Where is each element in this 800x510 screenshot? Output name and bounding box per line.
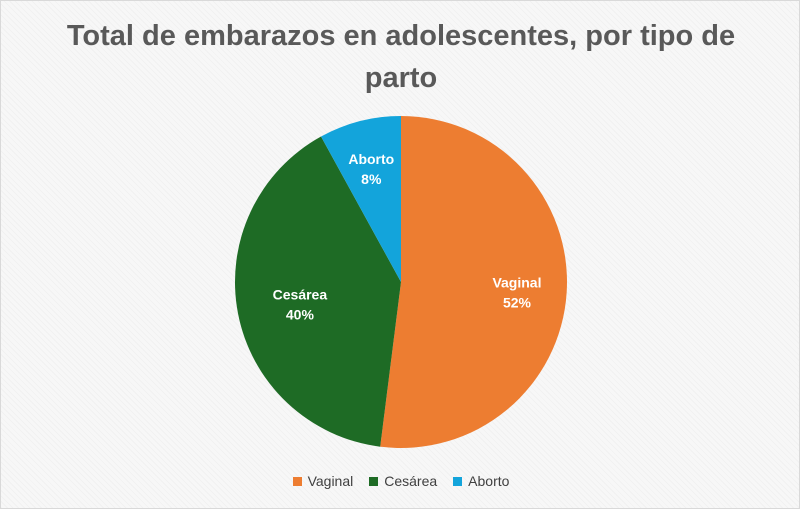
slice-label-value-aborto: 8%	[361, 171, 382, 187]
pie-slice-vaginal	[380, 116, 567, 448]
chart-title: Total de embarazos en adolescentes, por …	[66, 20, 736, 94]
legend-label-vaginal: Vaginal	[307, 473, 354, 489]
legend-swatch-vaginal	[292, 476, 302, 486]
slice-label-value-vaginal: 52%	[503, 294, 532, 310]
pie-slice-cesarea	[234, 136, 401, 447]
slice-label-name-cesarea: Cesárea	[273, 286, 328, 302]
legend-swatch-aborto	[453, 476, 463, 486]
legend-label-aborto: Aborto	[468, 473, 510, 489]
legend-item-aborto: Aborto	[453, 473, 509, 489]
legend: Vaginal Cesárea Aborto	[1, 473, 800, 489]
legend-item-cesarea: Cesárea	[369, 473, 437, 489]
slice-label-value-cesarea: 40%	[286, 306, 315, 322]
slice-label-name-vaginal: Vaginal	[492, 274, 541, 290]
legend-item-vaginal: Vaginal	[292, 473, 354, 489]
pie-slice-aborto	[321, 116, 401, 282]
slice-label-name-aborto: Aborto	[348, 151, 394, 167]
pie-labels: Vaginal 52% Cesárea 40% Aborto 8%	[273, 151, 542, 322]
legend-label-cesarea: Cesárea	[384, 473, 438, 489]
legend-swatch-cesarea	[369, 476, 379, 486]
pie-slices	[234, 116, 567, 448]
